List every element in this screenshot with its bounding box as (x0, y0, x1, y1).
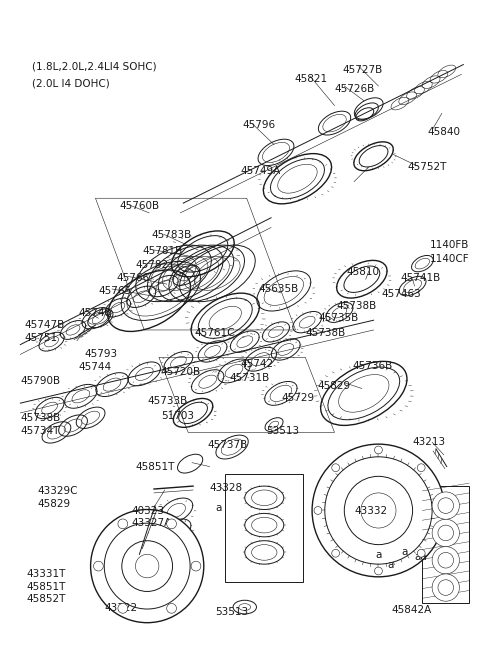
Circle shape (332, 549, 339, 557)
Text: 45738B: 45738B (336, 301, 377, 311)
Text: 45829: 45829 (38, 499, 71, 509)
Text: 45744: 45744 (79, 362, 112, 372)
Text: 53513: 53513 (216, 607, 249, 617)
Text: 45738B: 45738B (305, 328, 346, 338)
Text: 45635B: 45635B (258, 284, 299, 294)
Text: 45748: 45748 (79, 309, 112, 319)
Text: 43327A: 43327A (132, 518, 172, 528)
Text: 457463: 457463 (382, 289, 421, 299)
Circle shape (432, 519, 459, 547)
Text: 45766: 45766 (116, 273, 149, 283)
Text: 45727B: 45727B (342, 64, 383, 74)
Text: 45840: 45840 (427, 127, 460, 137)
Circle shape (314, 507, 322, 514)
Text: 53513: 53513 (266, 426, 300, 436)
Text: 45810: 45810 (346, 267, 379, 277)
Circle shape (432, 492, 459, 519)
Circle shape (417, 464, 425, 472)
Text: 45793: 45793 (85, 350, 118, 359)
Text: 43331T: 43331T (26, 569, 66, 579)
Text: 1140CF: 1140CF (430, 254, 470, 264)
Text: 45852T: 45852T (26, 595, 66, 604)
Circle shape (417, 549, 425, 557)
Text: 1140FB: 1140FB (430, 240, 469, 250)
Circle shape (118, 604, 128, 613)
Text: 45738B: 45738B (20, 413, 60, 423)
Text: 45782: 45782 (135, 260, 168, 270)
Text: 43322: 43322 (104, 603, 137, 613)
Text: 45829: 45829 (317, 380, 350, 391)
Circle shape (191, 561, 201, 571)
Circle shape (435, 507, 443, 514)
Text: 45842A: 45842A (391, 605, 432, 615)
Text: 45733B: 45733B (147, 396, 187, 406)
Circle shape (118, 519, 128, 529)
Text: a: a (387, 560, 394, 570)
Text: (2.0L I4 DOHC): (2.0L I4 DOHC) (32, 78, 110, 88)
Text: 45735B: 45735B (319, 313, 359, 323)
Text: 45790B: 45790B (20, 376, 60, 386)
Circle shape (332, 464, 339, 472)
Text: 45783B: 45783B (151, 231, 192, 240)
Text: 45742: 45742 (241, 359, 274, 369)
Text: a: a (375, 549, 382, 560)
Circle shape (91, 509, 204, 623)
Text: 45734T: 45734T (20, 426, 60, 436)
Text: 45751: 45751 (24, 333, 58, 343)
Text: 45760B: 45760B (120, 201, 160, 211)
Text: 40323: 40323 (132, 506, 165, 516)
Circle shape (94, 561, 103, 571)
Circle shape (167, 519, 177, 529)
Text: 45737B: 45737B (208, 440, 248, 450)
Circle shape (432, 547, 459, 574)
Text: 45747B: 45747B (24, 320, 64, 330)
Text: 43329C: 43329C (38, 486, 78, 496)
Circle shape (374, 567, 383, 575)
Text: 45741B: 45741B (401, 273, 441, 283)
Text: 45765: 45765 (98, 286, 132, 296)
Text: 45720B: 45720B (161, 367, 201, 377)
Text: 45752T: 45752T (408, 162, 447, 172)
Text: 45729: 45729 (282, 394, 315, 403)
Text: 45851T: 45851T (135, 462, 175, 472)
Text: 45796: 45796 (243, 120, 276, 130)
Polygon shape (225, 474, 303, 581)
Text: 45731B: 45731B (229, 373, 269, 383)
Text: 43328: 43328 (210, 483, 243, 493)
Polygon shape (422, 486, 469, 603)
Text: 45726B: 45726B (335, 84, 375, 94)
Text: (1.8L,2.0L,2.4LI4 SOHC): (1.8L,2.0L,2.4LI4 SOHC) (32, 62, 156, 72)
Circle shape (312, 444, 445, 577)
Text: 45749A: 45749A (241, 166, 281, 176)
Text: 45851T: 45851T (26, 581, 66, 592)
Circle shape (374, 446, 383, 454)
Text: a: a (216, 503, 222, 512)
Circle shape (167, 604, 177, 613)
Text: 43332: 43332 (354, 506, 387, 516)
Text: a: a (401, 547, 407, 556)
Text: 45821: 45821 (295, 74, 328, 84)
Text: 45736B: 45736B (352, 361, 392, 371)
Circle shape (432, 574, 459, 601)
Text: 45781B: 45781B (142, 246, 182, 256)
Text: aa: aa (415, 553, 427, 562)
Text: 43213: 43213 (413, 438, 446, 447)
Text: 51703: 51703 (161, 411, 194, 421)
Text: 45761C: 45761C (194, 328, 235, 338)
